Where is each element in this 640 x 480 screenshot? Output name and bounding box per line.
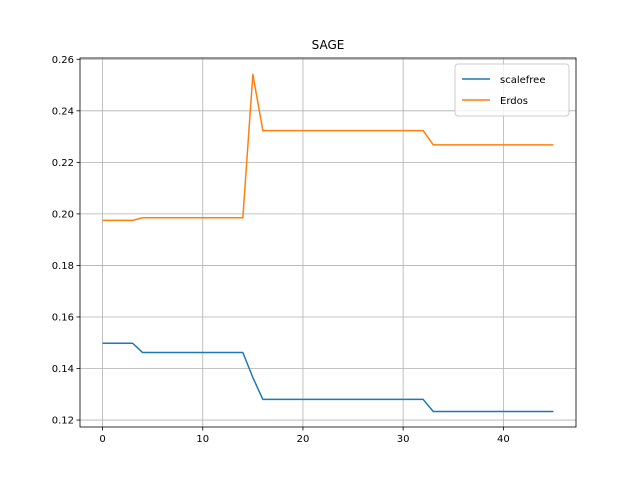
x-tick-label: 0 [99, 434, 105, 445]
y-tick-label: 0.26 [52, 55, 74, 66]
legend-label-erdos: Erdos [500, 96, 528, 107]
series-lines [102, 73, 554, 413]
y-tick-label: 0.12 [52, 416, 74, 427]
legend-box [454, 63, 570, 117]
x-tick-label: 30 [397, 434, 410, 445]
grid [80, 58, 576, 427]
plot-frame [79, 57, 577, 428]
y-axis: 0.12 0.14 0.16 0.18 0.20 0.22 0.24 0.26 [52, 55, 80, 427]
y-tick-label: 0.20 [52, 209, 74, 220]
legend-label-scalefree: scalefree [500, 75, 545, 86]
y-tick-label: 0.18 [52, 261, 74, 272]
chart-title: SAGE [312, 38, 345, 52]
series-line-scalefree [102, 342, 554, 413]
x-tick-label: 10 [196, 434, 209, 445]
x-axis: 0 10 20 30 40 [99, 427, 510, 445]
y-tick-label: 0.14 [52, 364, 74, 375]
y-tick-label: 0.22 [52, 158, 74, 169]
legend: scalefree Erdos [454, 63, 570, 117]
x-tick-label: 20 [297, 434, 310, 445]
series-line-erdos [102, 73, 554, 222]
x-tick-label: 40 [497, 434, 510, 445]
y-tick-label: 0.16 [52, 312, 74, 323]
y-tick-label: 0.24 [52, 106, 74, 117]
